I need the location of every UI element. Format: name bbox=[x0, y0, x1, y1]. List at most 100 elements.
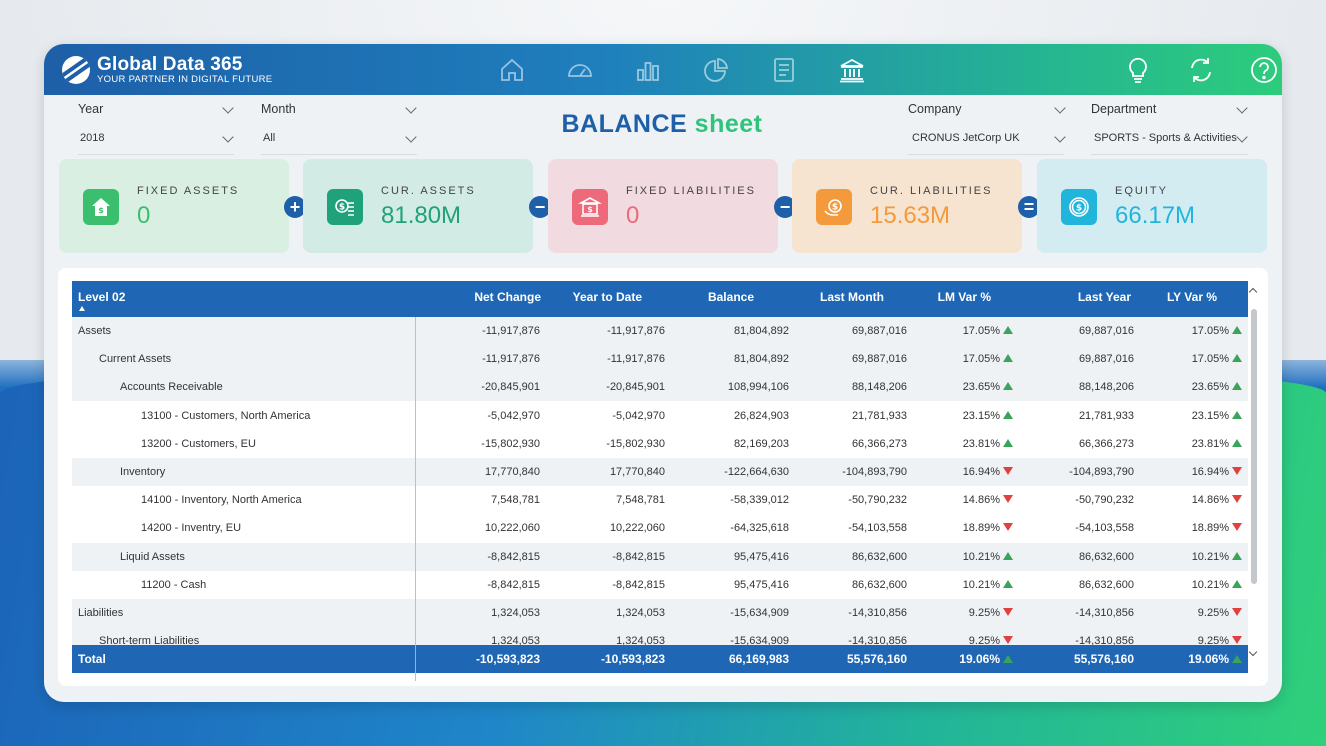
cell-last-year: 66,366,273 bbox=[1078, 438, 1134, 450]
cell-last-year: 21,781,933 bbox=[1078, 410, 1134, 422]
header-last-year[interactable]: Last Year bbox=[1077, 290, 1131, 304]
cell-last-year: -54,103,558 bbox=[1075, 522, 1134, 534]
cell-ly-var: 16.94% bbox=[1134, 458, 1242, 486]
header-last-month[interactable]: Last Month bbox=[820, 290, 884, 304]
cell-ly-var: 10.21% bbox=[1134, 543, 1242, 571]
cell-balance: 81,804,892 bbox=[733, 325, 789, 337]
row-label: Current Assets bbox=[99, 353, 172, 365]
kpi-cur-assets: $ CUR. ASSETS 81.80M bbox=[303, 159, 533, 253]
trend-down-icon bbox=[1003, 608, 1013, 616]
table-row[interactable]: Liabilities 1,324,053 1,324,053 -15,634,909… bbox=[72, 599, 1248, 627]
cell-ytd: 7,548,781 bbox=[616, 494, 665, 506]
svg-text:$: $ bbox=[587, 205, 593, 214]
cell-lm-var: 9.25% bbox=[907, 627, 1013, 645]
chevron-down-icon[interactable] bbox=[1236, 131, 1248, 143]
cell-last-year: 88,148,206 bbox=[1078, 381, 1134, 393]
chevron-down-icon[interactable] bbox=[222, 131, 234, 143]
nav-pie-chart-button[interactable] bbox=[682, 54, 750, 86]
cell-net-change: -8,842,815 bbox=[487, 551, 540, 563]
table-row[interactable]: Assets -11,917,876 -11,917,876 81,804,892 69… bbox=[72, 317, 1248, 345]
table-row[interactable]: 13100 - Customers, North America -5,042,9… bbox=[72, 402, 1248, 430]
cell-ytd: -11,917,876 bbox=[607, 325, 665, 337]
cell-last-year: -14,310,856 bbox=[1075, 607, 1134, 619]
table-row[interactable]: 11200 - Cash -8,842,815 -8,842,815 95,475,4… bbox=[72, 571, 1248, 599]
table-row[interactable]: Inventory 17,770,840 17,770,840 -122,664,63… bbox=[72, 458, 1248, 486]
cell-last-month: 86,632,600 bbox=[851, 551, 907, 563]
cell-balance: 108,994,106 bbox=[727, 381, 789, 393]
page-nav bbox=[478, 54, 886, 86]
table-row[interactable]: Liquid Assets -8,842,815 -8,842,815 95,475,… bbox=[72, 543, 1248, 571]
brand-title: Global Data 365 bbox=[97, 54, 243, 75]
brand-logo[interactable]: Global Data 365 YOUR PARTNER IN DIGITAL … bbox=[62, 54, 272, 86]
table-row[interactable]: 14100 - Inventory, North America 7,548,78… bbox=[72, 486, 1248, 514]
table-row[interactable]: 14200 - Inventry, EU 10,222,060 10,222,060… bbox=[72, 514, 1248, 542]
dollar-coin-icon: $ bbox=[1061, 189, 1097, 225]
chevron-down-icon[interactable] bbox=[222, 102, 234, 114]
chevron-down-icon[interactable] bbox=[405, 131, 417, 143]
department-filter-label: Department bbox=[1091, 102, 1157, 116]
cell-balance: 26,824,903 bbox=[733, 410, 789, 422]
cell-ytd: -15,802,930 bbox=[606, 438, 665, 450]
chevron-down-icon[interactable] bbox=[1054, 131, 1066, 143]
nav-gauge-button[interactable] bbox=[546, 54, 614, 86]
table-row[interactable]: 13200 - Customers, EU -15,802,930 -15,802,… bbox=[72, 430, 1248, 458]
month-filter-value[interactable]: All bbox=[263, 132, 276, 144]
cell-last-year: -50,790,232 bbox=[1075, 494, 1134, 506]
trend-down-icon bbox=[1003, 523, 1013, 531]
cell-ytd: -20,845,901 bbox=[606, 381, 665, 393]
cell-lm-var: 16.94% bbox=[907, 458, 1013, 486]
trend-up-icon bbox=[1232, 354, 1242, 362]
cell-balance: -15,634,909 bbox=[730, 635, 789, 645]
table-row[interactable]: Current Assets -11,917,876 -11,917,876 81,8… bbox=[72, 345, 1248, 373]
cell-net-change: -20,845,901 bbox=[481, 381, 540, 393]
cell-last-month: -54,103,558 bbox=[848, 522, 907, 534]
header-ly-var[interactable]: LY Var % bbox=[1166, 290, 1217, 304]
cell-ytd: 1,324,053 bbox=[616, 607, 665, 619]
table-scrollbar[interactable] bbox=[1248, 281, 1260, 673]
help-button[interactable] bbox=[1232, 54, 1282, 86]
table-row[interactable]: Short-term Liabilities 1,324,053 1,324,053… bbox=[72, 627, 1248, 645]
cell-lm-var: 14.86% bbox=[907, 486, 1013, 514]
header-balance[interactable]: Balance bbox=[707, 290, 754, 304]
company-filter-value[interactable]: CRONUS JetCorp UK bbox=[912, 132, 1020, 144]
row-label: Assets bbox=[78, 325, 112, 337]
row-label: Liquid Assets bbox=[120, 551, 185, 563]
cell-ly-var: 23.65% bbox=[1134, 373, 1242, 401]
trend-up-icon bbox=[1003, 552, 1013, 560]
table-row[interactable]: Accounts Receivable -20,845,901 -20,845,90… bbox=[72, 373, 1248, 401]
scroll-thumb[interactable] bbox=[1251, 309, 1257, 584]
year-filter-value[interactable]: 2018 bbox=[80, 132, 105, 144]
header-net-change[interactable]: Net Change bbox=[474, 290, 541, 304]
department-filter-value[interactable]: SPORTS - Sports & Activities bbox=[1094, 132, 1237, 144]
svg-text:$: $ bbox=[98, 206, 104, 215]
chevron-down-icon[interactable] bbox=[405, 102, 417, 114]
utility-icons bbox=[1106, 54, 1282, 86]
header-ytd[interactable]: Year to Date bbox=[572, 290, 642, 304]
report-icon bbox=[774, 58, 794, 82]
nav-bar-chart-button[interactable] bbox=[614, 54, 682, 86]
nav-report-button[interactable] bbox=[750, 54, 818, 86]
refresh-button[interactable] bbox=[1169, 54, 1232, 86]
insights-button[interactable] bbox=[1106, 54, 1169, 86]
chevron-down-icon[interactable] bbox=[1236, 102, 1248, 114]
sort-ascending-icon[interactable] bbox=[79, 306, 85, 311]
plus-operator: + bbox=[284, 196, 306, 218]
bank-icon bbox=[840, 58, 864, 83]
cell-ly-var: 14.86% bbox=[1134, 486, 1242, 514]
scroll-down-icon[interactable] bbox=[1248, 647, 1258, 657]
cell-last-month: -14,310,856 bbox=[848, 607, 907, 619]
header-level[interactable]: Level 02 bbox=[78, 290, 126, 304]
nav-home-button[interactable] bbox=[478, 54, 546, 86]
cell-net-change: 7,548,781 bbox=[491, 494, 540, 506]
trend-down-icon bbox=[1232, 523, 1242, 531]
minus-operator: − bbox=[529, 196, 551, 218]
year-filter-label: Year bbox=[78, 102, 104, 116]
nav-bank-button[interactable] bbox=[818, 54, 886, 86]
cell-balance: 81,804,892 bbox=[733, 353, 789, 365]
svg-text:$: $ bbox=[1076, 204, 1082, 214]
header-lm-var[interactable]: LM Var % bbox=[937, 290, 991, 304]
cell-ly-var: 17.05% bbox=[1134, 345, 1242, 373]
cell-ytd: 17,770,840 bbox=[609, 466, 665, 478]
scroll-up-icon[interactable] bbox=[1248, 287, 1258, 297]
chevron-down-icon[interactable] bbox=[1054, 102, 1066, 114]
